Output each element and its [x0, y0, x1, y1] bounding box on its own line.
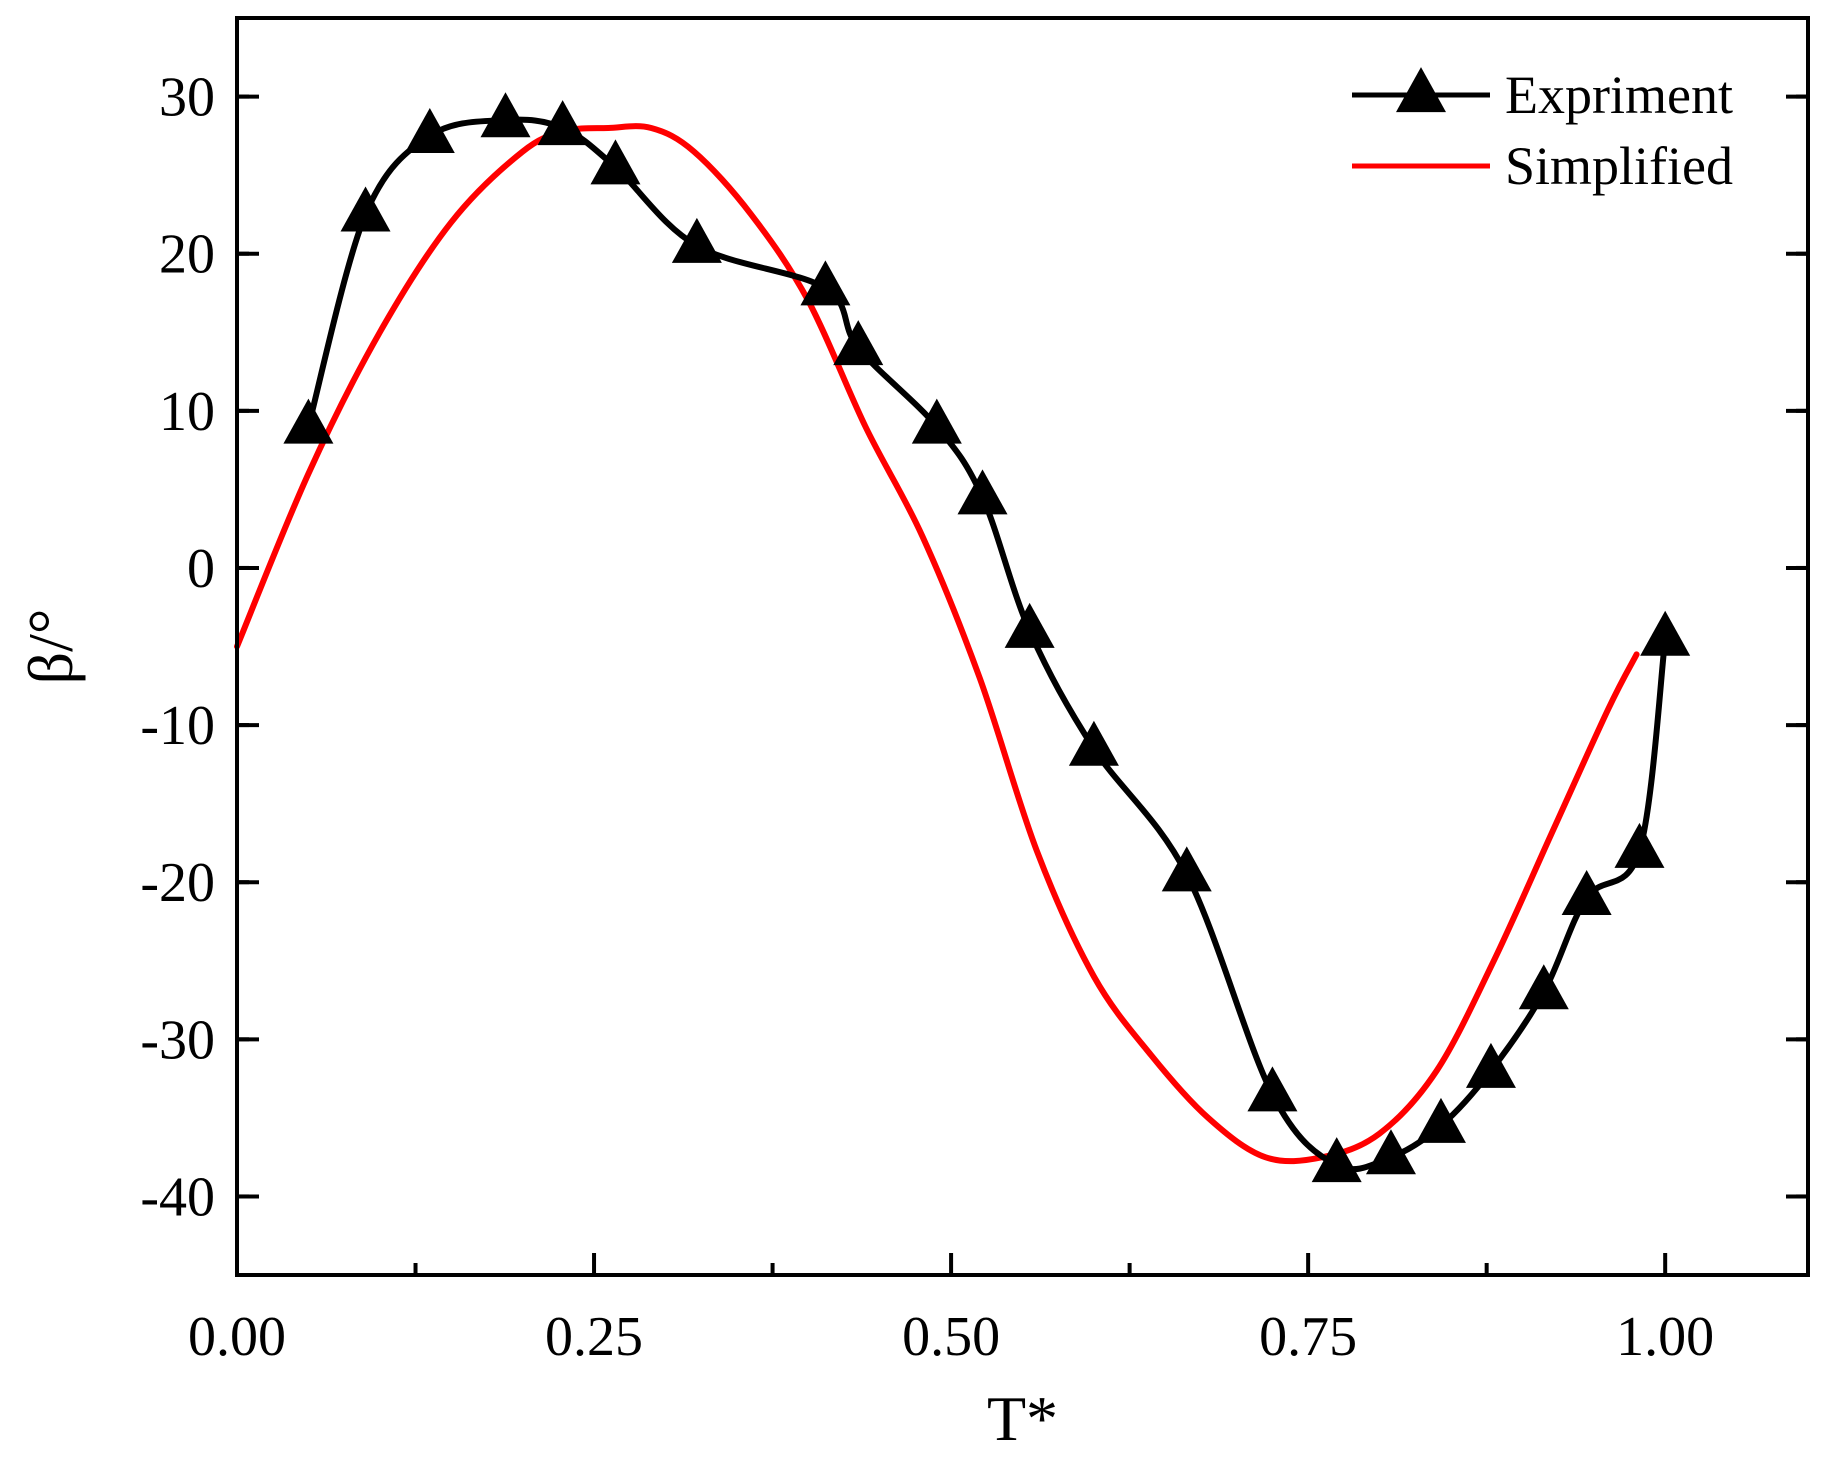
- x-tick-label: 1.00: [1616, 1306, 1714, 1368]
- legend-expriment-marker: [1396, 67, 1446, 113]
- simplified-series-layer: [234, 123, 1640, 1165]
- legend-simplified-label: Simplified: [1505, 136, 1733, 196]
- expriment-point: [1614, 822, 1665, 868]
- expriment-point: [1247, 1066, 1298, 1112]
- y-tick-label: -20: [140, 852, 215, 914]
- expriment-markers-layer: [283, 92, 1691, 1183]
- x-tick-label: 0.75: [1259, 1306, 1357, 1368]
- x-tick-label: 0.00: [188, 1306, 286, 1368]
- expriment-point: [1161, 846, 1212, 892]
- expriment-point: [1365, 1129, 1416, 1175]
- axis-tick-labels: 0.00 0.25 0.50 0.75 1.00 30 20 10 0 -10 -20 -30 -40: [140, 67, 1714, 1368]
- y-tick-label: 0: [187, 538, 215, 600]
- expriment-point: [283, 398, 334, 444]
- y-tick-label: -10: [140, 695, 215, 757]
- expriment-point: [911, 398, 962, 444]
- x-axis-title: T*: [987, 1383, 1058, 1454]
- plot-frame: [235, 16, 1810, 1277]
- expriment-point: [1311, 1137, 1362, 1183]
- y-tick-label: 30: [159, 67, 215, 129]
- expriment-point: [1561, 870, 1612, 915]
- expriment-point: [1518, 964, 1569, 1010]
- legend-expriment-label: Expriment: [1505, 65, 1733, 125]
- expriment-point: [800, 260, 851, 306]
- y-tick-label: -40: [140, 1166, 215, 1228]
- y-tick-label: -30: [140, 1009, 215, 1071]
- expriment-point: [957, 469, 1008, 515]
- expriment-point: [1004, 602, 1055, 648]
- expriment-point: [1640, 610, 1691, 656]
- expriment-point: [590, 139, 641, 185]
- expriment-point: [1068, 720, 1119, 766]
- axis-ticks: [235, 94, 1808, 1275]
- expriment-point: [340, 186, 391, 232]
- expriment-point: [1415, 1097, 1466, 1143]
- expriment-point: [480, 92, 531, 138]
- x-tick-label: 0.50: [902, 1306, 1000, 1368]
- y-axis-title: β/°: [15, 609, 86, 685]
- expriment-point: [404, 107, 455, 153]
- x-tick-label: 0.25: [545, 1306, 643, 1368]
- simplified-line: [234, 123, 1640, 1165]
- y-tick-label: 10: [159, 381, 215, 443]
- expriment-point: [1465, 1042, 1516, 1088]
- expriment-point: [671, 217, 722, 263]
- y-tick-label: 20: [159, 224, 215, 286]
- expriment-point: [537, 100, 588, 146]
- expriment-point: [833, 320, 884, 366]
- legend: Expriment Simplified: [1352, 65, 1733, 196]
